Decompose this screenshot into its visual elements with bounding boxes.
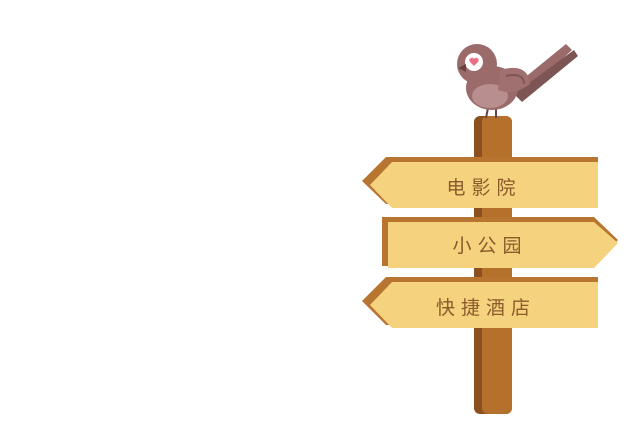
sign-hotel: 快捷酒店 [362, 277, 598, 328]
heart-icon [469, 57, 479, 66]
sign-cinema-label: 电影院 [446, 177, 521, 199]
sign-park-label: 小公园 [452, 235, 527, 257]
sign-hotel-label: 快捷酒店 [436, 297, 536, 319]
sign-cinema: 电影院 [362, 157, 598, 208]
bird-icon [457, 44, 578, 119]
sign-park: 小公园 [382, 217, 618, 268]
